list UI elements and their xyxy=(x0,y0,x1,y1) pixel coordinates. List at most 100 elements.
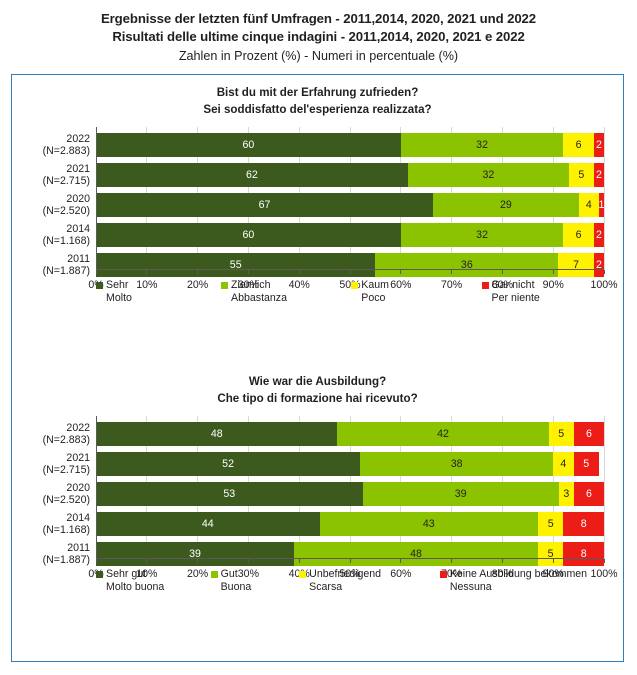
x-axis-tick xyxy=(501,270,503,274)
x-axis-tick xyxy=(247,270,249,274)
x-axis-tick-label: 60% xyxy=(390,279,412,291)
legend-label: Sehr Molto xyxy=(106,279,132,305)
bar-row: 60 32 6 2 xyxy=(96,223,604,247)
bar-row: 44 43 5 8 xyxy=(96,512,604,536)
legend-item[interactable]: Kaum Poco xyxy=(351,279,481,313)
legend-label-it: Scarsa xyxy=(309,581,343,593)
legend-label-de: Kaum xyxy=(361,279,389,291)
x-axis-tick xyxy=(95,270,97,274)
x-axis-tick xyxy=(552,270,554,274)
chart-title-it-satisfaction: Sei soddisfatto del'esperienza realizzat… xyxy=(203,103,432,116)
bar-segment: 32 xyxy=(400,223,564,247)
legend-item[interactable]: Sehr gut Molto buona xyxy=(96,568,211,602)
category-year: 2021 xyxy=(66,452,90,464)
bar-segment: 6 xyxy=(573,422,604,446)
x-axis-tick-label: 100% xyxy=(590,568,618,580)
bar-segment: 67 xyxy=(96,193,433,217)
category-sample-size: (N=1.168) xyxy=(42,235,90,247)
x-axis-tick xyxy=(298,270,300,274)
bar-segment: 2 xyxy=(593,223,604,247)
category-year: 2020 xyxy=(66,193,90,205)
legend-label: Sehr gut Molto buona xyxy=(106,568,164,594)
x-axis-tick xyxy=(400,559,402,563)
category-label: 2020 (N=2.520) xyxy=(12,482,90,506)
bar-segment: 2 xyxy=(593,133,604,157)
category-label: 2021 (N=2.715) xyxy=(12,452,90,476)
chart-panel-training: Wie war die Ausbildung? Che tipo di form… xyxy=(12,372,623,657)
x-axis-tick-label: 60% xyxy=(390,568,412,580)
bar-segment: 39 xyxy=(362,482,559,506)
legend-item[interactable]: Unbefriedigend Scarsa xyxy=(299,568,440,602)
legend-label-de: Sehr gut xyxy=(106,568,147,580)
category-year: 2014 xyxy=(66,223,90,235)
x-axis-tick xyxy=(451,270,453,274)
x-axis-tick xyxy=(298,559,300,563)
category-sample-size: (N=2.883) xyxy=(42,434,90,446)
category-year: 2021 xyxy=(66,163,90,175)
category-label: 2014 (N=1.168) xyxy=(12,512,90,536)
bar-segment: 8 xyxy=(563,542,604,566)
bar-segment: 42 xyxy=(337,422,549,446)
legend-item[interactable]: Gar nicht Per niente xyxy=(481,279,617,313)
x-axis-tick xyxy=(451,559,453,563)
bar-segment: 32 xyxy=(407,163,569,187)
legend-label-de: Gut xyxy=(220,568,238,580)
bar-segment: 5 xyxy=(568,163,594,187)
plot-area-training: 2022 (N=2.883) 2021 (N=2.715) 2020 (N=2.520) 2… xyxy=(12,416,623,581)
category-sample-size: (N=2.715) xyxy=(42,175,90,187)
legend-label-it: Abbastanza xyxy=(231,292,287,304)
x-axis-tick-label: 90% xyxy=(542,279,564,291)
bar-segment: 5 xyxy=(548,422,574,446)
bar-segment: 53 xyxy=(96,482,363,506)
x-axis-tick xyxy=(247,559,249,563)
bar-segment: 43 xyxy=(319,512,538,536)
bar-segment: 5 xyxy=(573,452,599,476)
legend-item[interactable]: Gut Buona xyxy=(210,568,300,602)
legend-label-de: Keine Ausbildung bekommen xyxy=(449,568,588,580)
legend-swatch-icon xyxy=(481,282,489,289)
legend-item[interactable]: Keine Ausbildung bekommen Nessuna xyxy=(439,568,617,602)
legend-satisfaction: Sehr Molto Ziemlich Abbastanza Kaum Poco Gar n… xyxy=(96,279,617,313)
category-label: 2022 (N=2.883) xyxy=(12,133,90,157)
bar-segment: 5 xyxy=(537,542,564,566)
legend-item[interactable]: Sehr Molto xyxy=(96,279,221,313)
category-sample-size: (N=1.887) xyxy=(42,265,90,277)
x-axis-tick xyxy=(197,270,199,274)
x-axis-tick xyxy=(400,270,402,274)
category-year: 2011 xyxy=(67,253,90,265)
legend-label-de: Sehr xyxy=(106,279,129,291)
x-axis-tick-label: 90% xyxy=(542,568,564,580)
bar-segment: 48 xyxy=(96,422,338,446)
bar-segment: 44 xyxy=(96,512,320,536)
bar-row: 62 32 5 2 xyxy=(96,163,605,187)
legend-item[interactable]: Ziemlich Abbastanza xyxy=(221,279,351,313)
category-sample-size: (N=2.715) xyxy=(42,464,90,476)
category-label: 2020 (N=2.520) xyxy=(12,193,90,217)
bar-row: 55 36 7 2 xyxy=(96,253,604,277)
x-axis-tick-label: 20% xyxy=(186,279,209,291)
legend-label-de: Ziemlich xyxy=(231,279,271,291)
bar-segment: 6 xyxy=(573,482,604,506)
bar-segment: 38 xyxy=(360,452,554,476)
bar-segment: 5 xyxy=(537,512,564,536)
legend-swatch-icon xyxy=(96,571,103,578)
page-title-de: Ergebnisse der letzten fünf Umfragen - 2… xyxy=(100,11,537,26)
bar-segment: 60 xyxy=(96,133,401,157)
bar-segment: 6 xyxy=(563,223,594,247)
page-header: Ergebnisse der letzten fünf Umfragen - 2… xyxy=(0,0,637,66)
category-sample-size: (N=2.520) xyxy=(42,205,90,217)
legend-label-it: Buona xyxy=(220,581,252,593)
category-sample-size: (N=1.887) xyxy=(42,554,90,566)
x-axis-tick-label: 40% xyxy=(288,279,310,291)
x-axis-line-training xyxy=(96,558,604,559)
bar-rows-training: 48 42 5 6 52 38 4 5 53 39 3 6 44 43 5 8 39 48 5 8 xyxy=(96,416,604,566)
bar-segment: 8 xyxy=(563,512,604,536)
legend-label: Gut Buona xyxy=(221,568,252,594)
chart-frame: Bist du mit der Erfahrung zufrieden? Sei… xyxy=(11,74,624,662)
x-axis-tick-label: 70% xyxy=(440,279,463,291)
legend-swatch-icon xyxy=(351,282,359,289)
legend-label: Ziemlich Abbastanza xyxy=(231,279,287,305)
bar-row: 60 32 6 2 xyxy=(96,133,604,157)
bar-segment: 1 xyxy=(599,193,604,217)
category-label: 2021 (N=2.715) xyxy=(12,163,90,187)
